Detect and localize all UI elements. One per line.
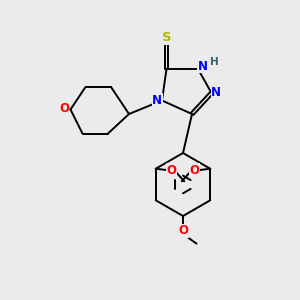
Text: N: N xyxy=(211,86,221,100)
Text: O: O xyxy=(166,164,176,177)
Text: S: S xyxy=(162,31,171,44)
Text: O: O xyxy=(178,224,188,238)
Text: O: O xyxy=(190,164,200,177)
Text: N: N xyxy=(198,59,208,73)
Text: O: O xyxy=(59,102,69,115)
Text: H: H xyxy=(210,57,219,68)
Text: N: N xyxy=(152,94,162,107)
